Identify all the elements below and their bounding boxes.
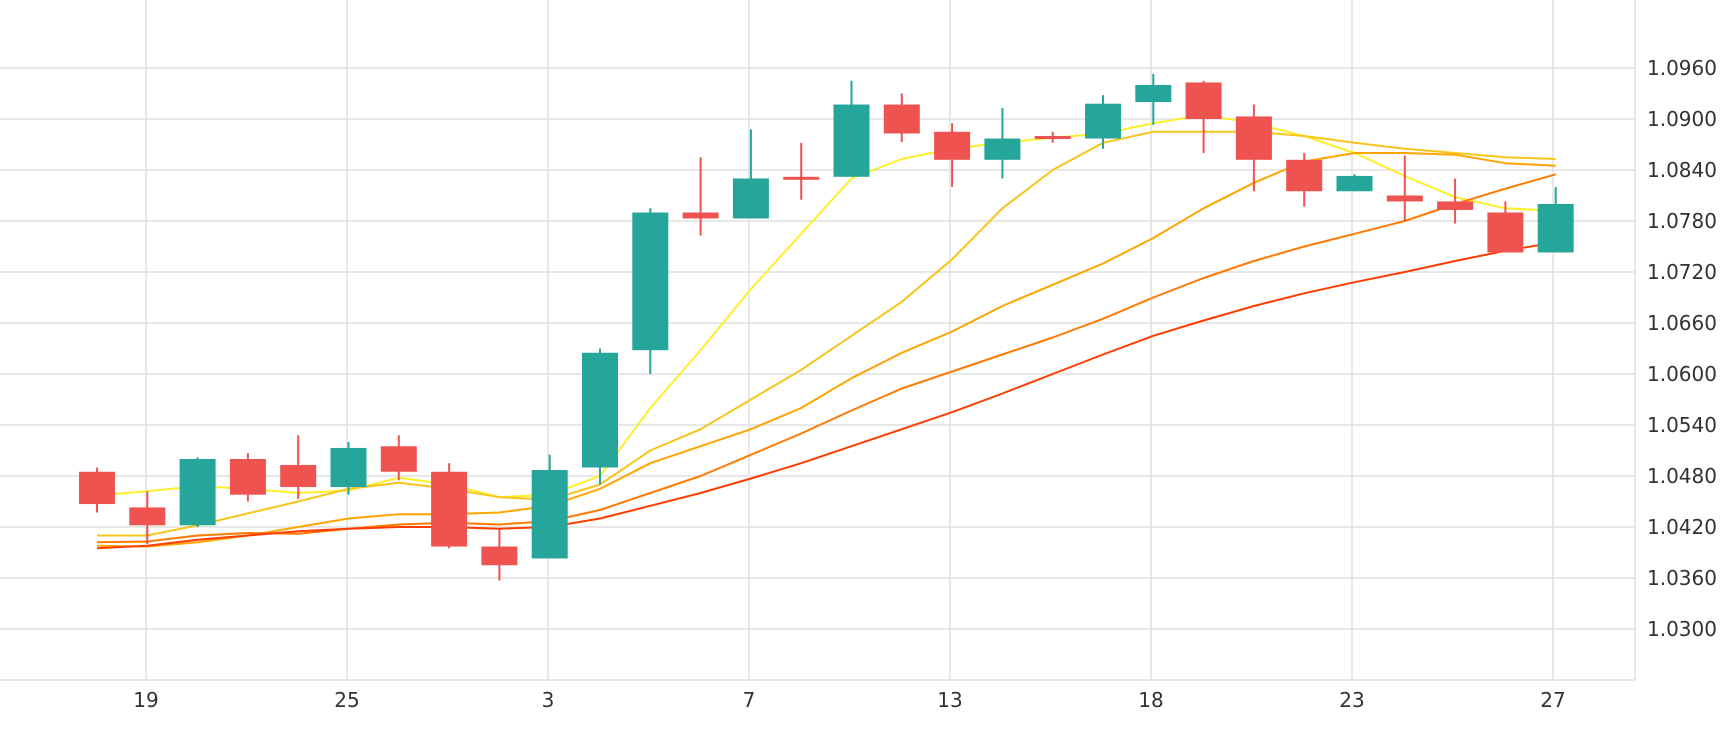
- candle-down: [481, 529, 518, 581]
- candle-body: [1386, 195, 1423, 202]
- candle-up: [1135, 73, 1172, 125]
- x-tick-label: 7: [743, 688, 756, 712]
- candle-down: [79, 467, 115, 513]
- candle-body: [1537, 204, 1574, 253]
- x-tick-label: 18: [1138, 688, 1163, 712]
- candle-body: [481, 546, 518, 566]
- candle-up: [531, 454, 568, 559]
- candle-up: [1537, 187, 1574, 253]
- candle-body: [280, 464, 317, 488]
- candle-body: [1336, 175, 1373, 192]
- candle-body: [632, 212, 669, 351]
- x-tick-label: 27: [1540, 688, 1565, 712]
- y-tick-label: 1.0660: [1647, 311, 1717, 335]
- x-tick-label: 19: [133, 688, 158, 712]
- candle-down: [1437, 178, 1474, 224]
- x-tick-label: 23: [1339, 688, 1364, 712]
- axes: 1.0300 1.0360 1.0420 1.0480 1.0540 1.0600 1.06…: [133, 56, 1717, 712]
- y-tick-label: 1.0720: [1647, 260, 1717, 284]
- candle-down: [1386, 155, 1423, 221]
- candle-body: [1487, 212, 1524, 253]
- candle-body: [129, 507, 166, 526]
- candle-body: [1235, 116, 1272, 160]
- candle-up: [582, 348, 618, 485]
- candle-body: [1085, 103, 1121, 139]
- x-tick-label: 3: [542, 688, 555, 712]
- candle-down: [280, 435, 317, 499]
- candle-up: [179, 457, 216, 527]
- ma-line-5: [96, 241, 1556, 550]
- candle-down: [1487, 201, 1524, 253]
- candle-down: [934, 123, 971, 187]
- ma-line-3: [96, 152, 1556, 548]
- candle-down: [1235, 104, 1272, 192]
- candle-down: [229, 453, 266, 502]
- candle-up: [1085, 95, 1121, 149]
- candle-down: [883, 93, 920, 142]
- x-tick-label: 25: [334, 688, 359, 712]
- y-tick-label: 1.0480: [1647, 464, 1717, 488]
- candle-down: [783, 142, 820, 200]
- x-tick-label: 13: [937, 688, 962, 712]
- y-tick-label: 1.0540: [1647, 413, 1717, 437]
- candle-up: [833, 80, 870, 177]
- ma-line-2: [97, 130, 1556, 537]
- grid: [0, 0, 1636, 681]
- candle-body: [380, 446, 417, 472]
- candle-body: [582, 352, 618, 468]
- candle-down: [431, 463, 468, 549]
- candle-body: [431, 471, 468, 547]
- candle-body: [1135, 85, 1172, 102]
- candle-body: [934, 131, 971, 160]
- ma-line-1: [96, 113, 1556, 499]
- candle-body: [179, 459, 216, 526]
- candle-up: [632, 208, 669, 374]
- candle-body: [1286, 159, 1323, 192]
- candle-down: [1034, 131, 1071, 143]
- candle-up: [330, 442, 367, 495]
- candle-down: [1286, 153, 1323, 207]
- candle-body: [783, 176, 820, 180]
- candle-body: [1185, 82, 1222, 119]
- y-tick-label: 1.0360: [1647, 566, 1717, 590]
- y-tick-label: 1.0960: [1647, 56, 1717, 80]
- y-tick-label: 1.0300: [1647, 617, 1717, 641]
- y-tick-label: 1.0900: [1647, 107, 1717, 131]
- candle-body: [531, 470, 568, 559]
- candle-body: [229, 459, 266, 495]
- candle-body: [833, 104, 870, 177]
- candle-down: [380, 435, 417, 481]
- candle-down: [129, 491, 166, 544]
- candle-body: [1034, 136, 1071, 139]
- y-tick-label: 1.0780: [1647, 209, 1717, 233]
- candle-up: [1336, 174, 1373, 192]
- candle-body: [883, 104, 920, 134]
- candles: [79, 73, 1574, 581]
- candle-body: [984, 138, 1021, 160]
- candle-body: [732, 178, 769, 219]
- y-tick-label: 1.0600: [1647, 362, 1717, 386]
- candle-down: [1185, 80, 1222, 153]
- candle-body: [79, 471, 115, 505]
- y-tick-label: 1.0840: [1647, 158, 1717, 182]
- ma-line-4: [96, 173, 1556, 544]
- y-tick-label: 1.0420: [1647, 515, 1717, 539]
- candle-body: [330, 447, 367, 488]
- candle-up: [984, 107, 1021, 179]
- candle-down: [682, 157, 719, 236]
- candle-up: [732, 129, 769, 219]
- candle-body: [682, 212, 719, 219]
- candle-body: [1437, 201, 1474, 210]
